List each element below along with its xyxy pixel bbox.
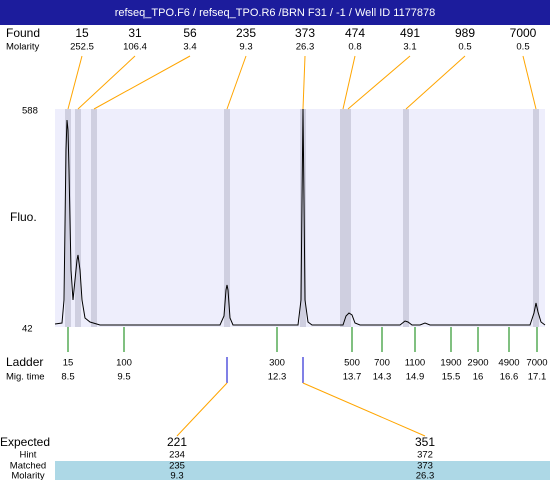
ladder-size: 1100 (405, 358, 425, 369)
found-size: 474 (345, 26, 365, 40)
ladder-size: 700 (374, 358, 390, 369)
ladder-size: 300 (269, 358, 285, 369)
peak-connector (347, 55, 411, 110)
peak-window (224, 109, 230, 327)
expected-size: 221 (167, 435, 187, 449)
peak-connector (77, 55, 136, 110)
trace (54, 108, 546, 326)
expected-size: 351 (415, 435, 435, 449)
ladder-time: 16.6 (500, 372, 519, 383)
found-molarity: 9.3 (239, 42, 252, 53)
ladder-size: 15 (63, 358, 74, 369)
matched-molarity: 9.3 (170, 471, 183, 480)
found-size: 989 (455, 26, 475, 40)
ladder-time: 8.5 (61, 372, 74, 383)
peak-connector (67, 55, 83, 110)
peak-connector (522, 55, 537, 110)
found-size: 31 (128, 26, 142, 40)
found-size: 15 (75, 26, 89, 40)
y-label: Fluo. (10, 210, 37, 224)
mig-time-label: Mig. time (6, 372, 45, 383)
peak-window (75, 109, 81, 327)
ladder-time: 14.9 (406, 372, 425, 383)
title-bar (0, 0, 550, 25)
found-molarity: 3.4 (183, 42, 196, 53)
found-size: 7000 (510, 26, 537, 40)
ladder-time: 15.5 (442, 372, 461, 383)
ladder-time: 13.7 (343, 372, 362, 383)
expected-label: Expected (0, 435, 50, 449)
ladder-time: 14.3 (373, 372, 392, 383)
found-molarity: 106.4 (123, 42, 147, 53)
ladder-size: 4900 (498, 358, 519, 369)
found-size: 491 (400, 26, 420, 40)
molarity-label: Molarity (6, 42, 40, 53)
hint-label: Hint (20, 450, 37, 461)
found-size: 56 (183, 26, 197, 40)
peak-connector (342, 55, 356, 110)
found-size: 235 (236, 26, 256, 40)
peak-connector (405, 55, 466, 110)
matched-band (55, 461, 550, 480)
found-label: Found (6, 26, 40, 40)
matched-size: 235 (169, 461, 185, 472)
found-molarity: 0.5 (516, 42, 529, 53)
peak-window (533, 109, 539, 327)
matched-size: 373 (417, 461, 433, 472)
peak-connector (226, 55, 247, 110)
found-molarity: 0.8 (348, 42, 361, 53)
peak-window (345, 109, 351, 327)
found-molarity: 26.3 (296, 42, 315, 53)
peak-window (403, 109, 409, 327)
ladder-size: 7000 (526, 358, 547, 369)
ladder-size: 500 (344, 358, 360, 369)
ladder-size: 2900 (467, 358, 488, 369)
found-size: 373 (295, 26, 315, 40)
hint-size: 234 (169, 450, 185, 461)
peak-connector (302, 55, 306, 110)
peak-window (65, 109, 71, 327)
title: refseq_TPO.F6 / refseq_TPO.R6 /BRN F31 /… (115, 7, 436, 19)
ladder-time: 12.3 (268, 372, 287, 383)
peak-window (340, 109, 346, 327)
match-connector (176, 382, 228, 437)
matched-label: Matched (10, 461, 46, 472)
peak-connector (93, 55, 191, 110)
y-min: 42 (22, 324, 33, 335)
peak-window (91, 109, 97, 327)
ladder-label: Ladder (6, 355, 43, 369)
match-connector (302, 382, 426, 437)
peak-window (300, 109, 306, 327)
ladder-time: 9.5 (117, 372, 130, 383)
ladder-time: 16 (473, 372, 484, 383)
ladder-time: 17.1 (528, 372, 547, 383)
found-molarity: 252.5 (70, 42, 94, 53)
expected-molarity-label: Molarity (11, 471, 45, 480)
y-max: 588 (22, 106, 38, 117)
hint-size: 372 (417, 450, 433, 461)
found-molarity: 3.1 (403, 42, 416, 53)
matched-molarity: 26.3 (416, 471, 435, 480)
ladder-size: 100 (116, 358, 132, 369)
found-molarity: 0.5 (458, 42, 471, 53)
ladder-size: 1900 (440, 358, 461, 369)
